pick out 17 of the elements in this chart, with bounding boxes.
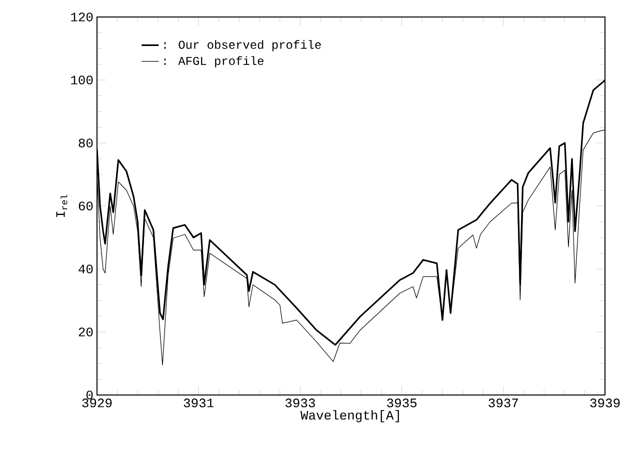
x-tick-label: 3933 (285, 398, 315, 408)
legend-label: : AFGL profile (164, 56, 264, 68)
y-tick-label: 0 (86, 390, 93, 400)
x-tick-label: 3929 (82, 398, 112, 408)
x-tick-label: 3935 (387, 398, 417, 408)
y-tick-label: 40 (78, 264, 93, 274)
x-tick-label: 3937 (488, 398, 518, 408)
legend-label: : Our observed profile (164, 40, 321, 52)
x-tick-label: 3939 (590, 398, 620, 408)
y-axis-title: I$_{rel}$ (56, 194, 68, 218)
y-tick-label: 100 (71, 76, 93, 84)
x-tick-label: 3931 (184, 398, 214, 408)
y-tick-label: 120 (71, 12, 93, 22)
y-tick-label: 80 (78, 138, 93, 148)
y-tick-label: 60 (78, 202, 93, 210)
y-tick-label: 20 (78, 328, 93, 336)
x-axis-title: Wavelength[A] (300, 410, 399, 422)
